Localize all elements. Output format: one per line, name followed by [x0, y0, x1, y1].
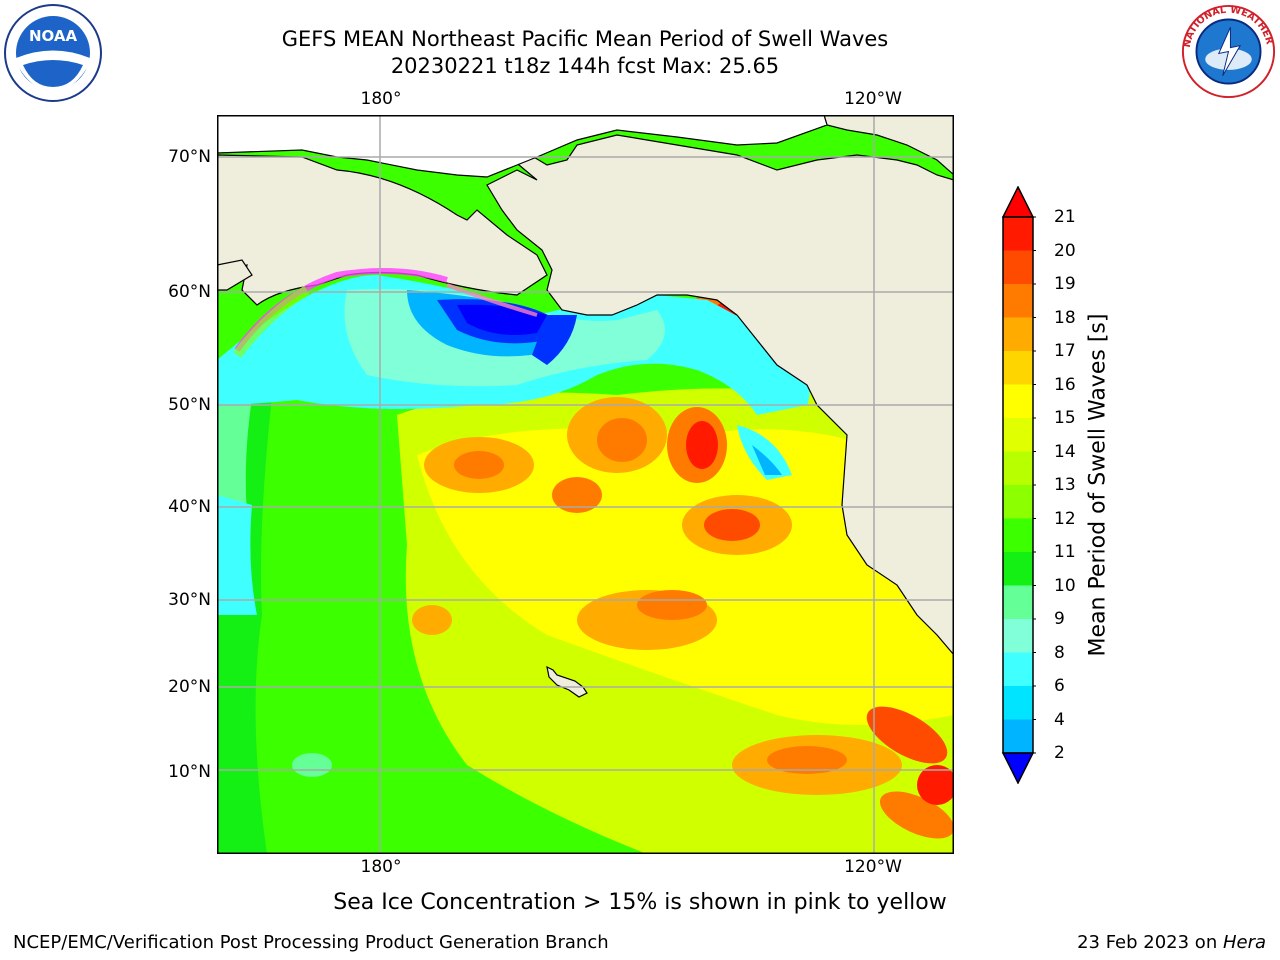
colorbar-tick-label: 9	[1054, 609, 1065, 629]
colorbar-segment	[1003, 451, 1033, 486]
colorbar-tick-label: 19	[1054, 274, 1076, 294]
colorbar-tick-label: 12	[1054, 508, 1076, 529]
plot-subtitle: 20230221 t18z 144h fcst Max: 25.65	[390, 54, 780, 78]
colorbar-tick-label: 8	[1054, 642, 1065, 663]
colorbar-tick-label: 15	[1054, 408, 1076, 428]
lat-label-70n: 70°N	[168, 147, 211, 167]
footer-date: 23 Feb 2023 on Hera	[1077, 932, 1266, 953]
colorbar-segment	[1003, 250, 1033, 285]
svg-text:NOAA: NOAA	[29, 27, 78, 45]
colorbar-over-triangle	[1001, 186, 1035, 218]
colorbar-tick-label: 20	[1054, 240, 1076, 261]
colorbar-tick-label: 17	[1054, 341, 1076, 361]
colorbar-tick-label: 11	[1054, 542, 1076, 562]
colorbar-segment	[1003, 719, 1033, 754]
colorbar-label: Mean Period of Swell Waves [s]	[1085, 313, 1111, 657]
colorbar-tick-label: 10	[1054, 575, 1076, 596]
sea-ice-note: Sea Ice Concentration > 15% is shown in …	[333, 890, 947, 915]
lat-label-20n: 20°N	[168, 677, 211, 697]
lat-label-50n: 50°N	[168, 395, 211, 415]
colorbar-segment	[1003, 652, 1033, 687]
colorbar	[1001, 186, 1036, 784]
colorbar-tick-label: 4	[1054, 709, 1065, 730]
swell-period-map	[217, 115, 954, 854]
colorbar-tick-label: 21	[1054, 207, 1076, 227]
colorbar-segment	[1003, 686, 1033, 720]
lon-label-top-180: 180°	[360, 89, 402, 109]
colorbar-tick-label: 13	[1054, 475, 1076, 495]
colorbar-segment	[1003, 518, 1033, 553]
colorbar-tick-label: 6	[1054, 676, 1065, 696]
lat-label-40n: 40°N	[168, 497, 211, 517]
colorbar-tick-label: 14	[1054, 441, 1076, 462]
lat-label-60n: 60°N	[168, 282, 211, 302]
lat-label-30n: 30°N	[168, 590, 211, 610]
colorbar-tick-label: 2	[1054, 743, 1065, 763]
footer-credit: NCEP/EMC/Verification Post Processing Pr…	[13, 932, 609, 953]
colorbar-segment	[1003, 485, 1033, 519]
noaa-logo: NOAA	[4, 4, 102, 102]
colorbar-tick-label: 18	[1054, 307, 1076, 328]
colorbar-segment	[1003, 351, 1033, 385]
colorbar-segment	[1003, 418, 1033, 452]
colorbar-segment	[1003, 619, 1033, 653]
colorbar-segment	[1003, 317, 1033, 352]
colorbar-segment	[1003, 217, 1033, 251]
footer-host: Hera	[1222, 932, 1266, 953]
colorbar-segment	[1003, 585, 1033, 620]
lat-label-10n: 10°N	[168, 762, 211, 782]
colorbar-segment	[1003, 552, 1033, 586]
lon-label-top-120w: 120°W	[844, 89, 902, 109]
nws-logo: NATIONAL WEATHER SERVICE	[1180, 3, 1275, 99]
colorbar-under-triangle	[1001, 752, 1035, 784]
colorbar-segment	[1003, 284, 1033, 318]
colorbar-tick-label: 16	[1054, 374, 1076, 395]
lon-label-bottom-120w: 120°W	[844, 857, 902, 877]
lon-label-bottom-180: 180°	[360, 857, 402, 877]
colorbar-segment	[1003, 384, 1033, 419]
plot-title: GEFS MEAN Northeast Pacific Mean Period …	[281, 27, 889, 51]
